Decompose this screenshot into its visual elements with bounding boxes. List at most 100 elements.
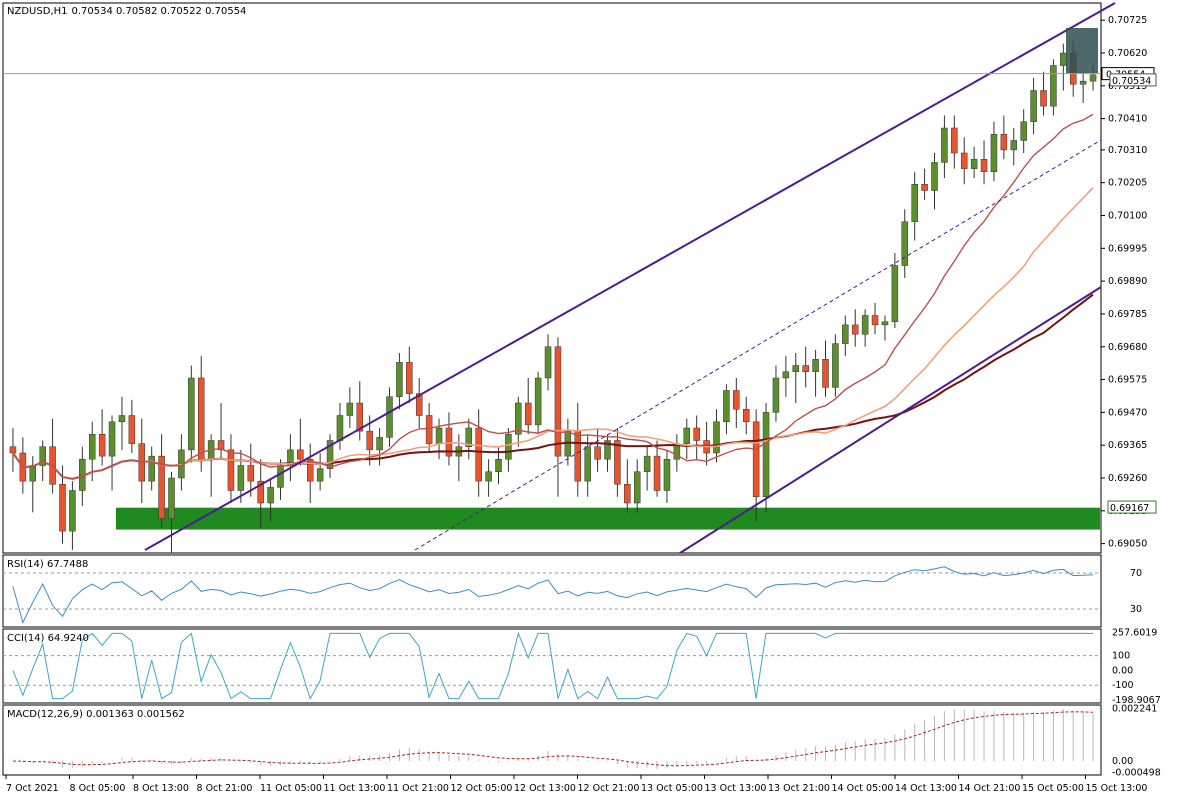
price-tick-label: 0.69365	[1108, 440, 1147, 451]
candle-body	[1050, 65, 1057, 107]
candle	[970, 146, 978, 178]
cci-tick-label: 100	[1112, 651, 1130, 662]
candle	[356, 381, 364, 441]
support-zone	[116, 507, 1100, 530]
candle-body	[1000, 134, 1008, 151]
candle	[891, 253, 899, 328]
candle	[297, 418, 304, 466]
candle-body	[495, 459, 502, 472]
time-tick-label: 15 Oct 05:00	[1022, 783, 1084, 794]
candle	[663, 449, 671, 503]
candle	[881, 315, 889, 341]
candle-body	[128, 415, 136, 444]
macd-signal-line	[12, 711, 1094, 767]
candle-body	[861, 315, 869, 335]
candle	[693, 415, 700, 460]
target-box	[1066, 28, 1098, 73]
candle-body	[197, 377, 205, 460]
candle	[148, 446, 155, 491]
price-tick-label: 0.70620	[1108, 48, 1147, 59]
time-tick-label: 13 Oct 13:00	[705, 783, 767, 794]
candle	[762, 403, 770, 513]
candle	[168, 471, 175, 553]
candle-body	[683, 427, 691, 444]
time-tick-label: 12 Oct 21:00	[578, 783, 640, 794]
candle-body	[871, 315, 879, 326]
candle-body	[832, 343, 839, 388]
candle	[406, 346, 413, 403]
candle-body	[9, 446, 17, 454]
price-tick-label: 0.69050	[1108, 539, 1147, 550]
candle-body	[633, 471, 641, 504]
time-tick-label: 13 Oct 21:00	[768, 783, 830, 794]
candle	[326, 434, 334, 478]
candle	[1010, 128, 1018, 166]
time-tick-label: 11 Oct 13:00	[324, 783, 386, 794]
candle-body	[951, 127, 958, 154]
candle	[316, 453, 324, 491]
candle	[217, 403, 225, 460]
candle-body	[842, 324, 849, 344]
candle	[515, 396, 522, 447]
candle-body	[891, 265, 899, 322]
candle-body	[396, 362, 403, 397]
candle-body	[297, 449, 304, 460]
candle	[733, 378, 740, 428]
candle	[415, 378, 423, 428]
time-tick-label: 8 Oct 21:00	[197, 783, 253, 794]
candle	[267, 478, 274, 522]
cci-pane[interactable]	[2, 628, 1102, 704]
candle-body	[148, 455, 155, 482]
candle	[59, 465, 66, 544]
candle	[1000, 115, 1008, 160]
time-tick-label: 12 Oct 13:00	[514, 783, 576, 794]
price-badge-2	[1109, 73, 1157, 87]
candle	[227, 434, 235, 503]
price-tick-label: 0.69680	[1108, 342, 1147, 353]
channel-upper-line	[144, 2, 1116, 551]
candle	[396, 353, 403, 410]
price-label-2: 0.70534	[1112, 76, 1151, 87]
candle-body	[237, 465, 245, 491]
cci-tick-label: 0.00	[1112, 665, 1133, 676]
candle-body	[1030, 90, 1037, 122]
macd-pane[interactable]	[2, 704, 1102, 776]
price-tick-label: 0.69785	[1108, 309, 1147, 320]
time-tick-label: 8 Oct 05:00	[70, 783, 126, 794]
candle	[752, 409, 760, 522]
candle-body	[406, 362, 413, 394]
candle-body	[752, 421, 760, 497]
candle-body	[168, 477, 175, 519]
candle-body	[1040, 90, 1047, 107]
candle-body	[505, 434, 512, 460]
candle-body	[475, 427, 482, 482]
main-pane[interactable]	[2, 2, 1102, 554]
rsi-pane[interactable]	[2, 554, 1102, 628]
candle-body	[425, 415, 433, 444]
candle-body	[247, 465, 255, 482]
candle	[723, 384, 730, 435]
candle-body	[1089, 74, 1097, 82]
candle-body	[346, 402, 354, 416]
candle-body	[733, 390, 740, 410]
price-tick-label: 0.69575	[1108, 375, 1147, 386]
candle-body	[931, 162, 938, 191]
time-tick-label: 14 Oct 13:00	[895, 783, 957, 794]
candle	[554, 337, 562, 497]
candle-body	[524, 402, 532, 426]
candle	[584, 434, 591, 497]
candle-body	[663, 459, 671, 491]
candle-body	[1060, 52, 1067, 66]
candle	[188, 365, 195, 463]
candle	[911, 171, 918, 241]
candle	[792, 353, 800, 403]
candle	[346, 387, 354, 428]
candle	[614, 428, 621, 497]
cci-tick-label: 257.6019	[1112, 627, 1157, 638]
candle	[534, 371, 542, 435]
candle	[505, 428, 512, 472]
candle-body	[336, 415, 344, 441]
candle-body	[217, 440, 225, 451]
candle	[475, 409, 482, 497]
